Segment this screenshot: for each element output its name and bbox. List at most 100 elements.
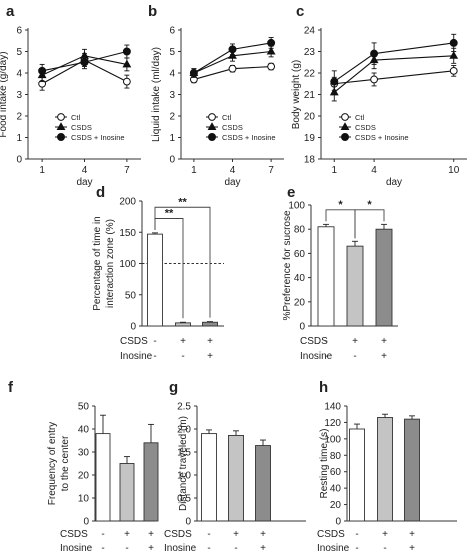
significance-label: * <box>367 199 372 211</box>
y-axis-label: Body weight (g) <box>291 60 302 129</box>
data-point <box>449 66 458 75</box>
condition-mark: + <box>180 336 186 347</box>
significance-bracket <box>154 206 211 318</box>
y-tick-label: 1.0 <box>177 471 191 482</box>
y-tick-label: 40 <box>78 425 90 436</box>
legend-label: Ctl <box>222 113 232 122</box>
data-point <box>267 38 276 47</box>
y-tick-label: 0 <box>335 517 341 528</box>
y-tick-label: 3 <box>169 90 175 101</box>
condition-mark: - <box>153 351 156 362</box>
y-axis-label: Frequency of entry <box>47 422 58 505</box>
y-tick-label: 3 <box>16 90 22 101</box>
y-axis-label: interaction zone (%) <box>105 219 116 308</box>
data-point <box>189 69 198 78</box>
y-tick-label: 6 <box>169 26 175 37</box>
y-tick-label: 20 <box>294 297 306 308</box>
condition-label: CSDS <box>60 529 88 540</box>
condition-mark: + <box>382 529 388 540</box>
condition-mark: + <box>409 543 415 554</box>
condition-mark: - <box>181 351 184 362</box>
panel-label-h: h <box>319 379 328 396</box>
legend-label: CSDS <box>222 123 243 132</box>
y-tick-label: 20 <box>78 471 90 482</box>
panel-label-c: c <box>296 3 304 20</box>
y-axis-label: %Preference for sucrose <box>282 210 293 320</box>
y-tick-label: 5 <box>169 47 175 58</box>
data-point <box>122 59 132 68</box>
y-axis-label: to the center <box>60 435 71 491</box>
bar-ctl <box>95 433 111 522</box>
condition-mark: + <box>381 336 387 347</box>
y-axis-label: Percentage of time in <box>92 216 103 311</box>
y-tick-label: 22 <box>304 69 316 80</box>
y-tick-label: 40 <box>294 273 306 284</box>
condition-mark: - <box>101 529 104 540</box>
legend-marker <box>57 113 65 121</box>
x-axis-label: day <box>386 177 402 188</box>
legend-marker <box>56 122 66 130</box>
condition-mark: + <box>381 351 387 362</box>
y-tick-label: 20 <box>330 500 342 511</box>
y-tick-label: 50 <box>125 290 137 301</box>
condition-mark: - <box>383 543 386 554</box>
panel-label-a: a <box>6 3 15 20</box>
condition-label: Inosine <box>300 351 333 362</box>
bar-csds <box>175 322 191 327</box>
line-chart-a: 0 1 2 3 4 5 6 1 4 7 day Food intake (g/day) CtlCSDSC… <box>0 26 141 188</box>
condition-mark: + <box>260 529 266 540</box>
condition-label: CSDS <box>300 336 328 347</box>
condition-mark: + <box>409 529 415 540</box>
y-tick-label: 150 <box>119 228 136 239</box>
panel-label-d: d <box>96 184 105 201</box>
x-tick-label: 1 <box>191 165 197 176</box>
condition-mark: + <box>260 543 266 554</box>
legend-marker <box>341 113 349 121</box>
y-tick-label: 4 <box>16 69 22 80</box>
condition-label: Inosine <box>317 543 350 554</box>
y-tick-label: 0.5 <box>177 494 191 505</box>
bar-ctl <box>201 433 217 522</box>
condition-mark: + <box>207 351 213 362</box>
y-tick-label: 60 <box>330 467 342 478</box>
panel-label-g: g <box>169 379 178 396</box>
y-tick-label: 1 <box>16 133 22 144</box>
bar-ctl <box>349 428 365 522</box>
legend-label: Ctl <box>355 113 365 122</box>
data-point <box>122 47 131 56</box>
legend-label: CSDS <box>355 123 376 132</box>
significance-bracket <box>354 209 385 239</box>
y-tick-label: 140 <box>324 402 341 413</box>
y-tick-label: 21 <box>304 90 316 101</box>
y-tick-label: 200 <box>119 197 136 208</box>
condition-mark: + <box>352 336 358 347</box>
condition-mark: - <box>125 543 128 554</box>
x-tick-label: 4 <box>371 165 377 176</box>
bar-ctl <box>317 226 335 327</box>
legend-marker <box>340 122 350 130</box>
data-point <box>228 45 237 54</box>
y-tick-label: 18 <box>304 155 316 166</box>
bar-csds-inosine <box>375 228 393 327</box>
x-tick-label: 4 <box>82 165 88 176</box>
series-line-csds-inosine <box>333 42 454 83</box>
y-tick-label: 0 <box>130 322 136 333</box>
y-tick-label: 19 <box>304 133 316 144</box>
y-tick-label: 6 <box>16 26 22 37</box>
data-point <box>370 75 378 84</box>
data-point <box>80 58 89 67</box>
legend-marker <box>208 113 216 121</box>
condition-mark: - <box>207 529 210 540</box>
bar-csds-inosine <box>404 418 420 522</box>
x-tick-label: 1 <box>39 165 45 176</box>
panel-label-b: b <box>148 3 157 20</box>
data-point <box>38 66 47 75</box>
condition-mark: - <box>101 543 104 554</box>
y-tick-label: 2.5 <box>177 402 191 413</box>
bar-csds <box>377 417 393 522</box>
